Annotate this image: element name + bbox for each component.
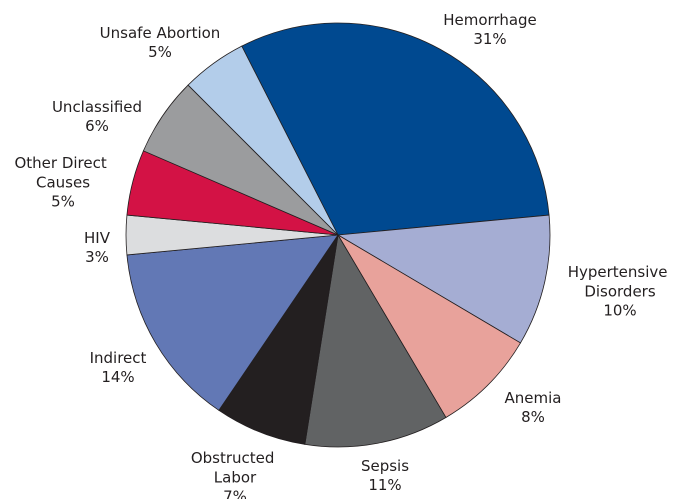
label-line: Obstructed bbox=[191, 449, 279, 467]
slice-value-label: 11% bbox=[368, 476, 401, 494]
slice-label: Indirect bbox=[90, 349, 147, 367]
slice-value-label: 5% bbox=[148, 43, 172, 61]
pie-slice bbox=[304, 233, 447, 448]
slice-value-label: 6% bbox=[85, 117, 109, 135]
slice-label: Hemorrhage bbox=[443, 11, 537, 29]
label-line: Causes bbox=[36, 173, 90, 191]
slice-label: HIV bbox=[84, 229, 111, 247]
pie-slice bbox=[241, 22, 550, 236]
slice-value-label: 10% bbox=[603, 302, 636, 320]
pie-slice bbox=[187, 45, 339, 236]
slice-label: Sepsis bbox=[361, 457, 409, 475]
label-line: Hypertensive bbox=[568, 263, 673, 281]
label-line: Unclassified bbox=[52, 98, 142, 116]
label-line: Anemia bbox=[505, 389, 562, 407]
slice-value-label: 5% bbox=[51, 193, 75, 211]
slice-value-label: 7% bbox=[223, 488, 247, 499]
label-line: HIV bbox=[84, 229, 111, 247]
label-line: Labor bbox=[214, 468, 257, 486]
label-line: Indirect bbox=[90, 349, 147, 367]
slice-label: Anemia bbox=[505, 389, 562, 407]
slice-label: Other Direct Causes bbox=[14, 154, 111, 192]
pie-slice bbox=[126, 234, 339, 411]
label-line: Other Direct bbox=[14, 154, 111, 172]
pie-slice bbox=[336, 214, 551, 344]
slice-value-label: 3% bbox=[85, 248, 109, 266]
slice-label: Unsafe Abortion bbox=[100, 24, 221, 42]
slice-label: Hypertensive Disorders bbox=[568, 263, 673, 301]
slice-label: Obstructed Labor bbox=[191, 449, 279, 487]
label-line: Disorders bbox=[584, 282, 656, 300]
slice-value-label: 8% bbox=[521, 408, 545, 426]
pie-slice bbox=[337, 234, 522, 419]
slice-label: Unclassified bbox=[52, 98, 142, 116]
label-line: Unsafe Abortion bbox=[100, 24, 221, 42]
slice-value-label: 14% bbox=[101, 368, 134, 386]
slice-value-label: 31% bbox=[473, 30, 506, 48]
label-line: Hemorrhage bbox=[443, 11, 537, 29]
label-line: Sepsis bbox=[361, 457, 409, 475]
